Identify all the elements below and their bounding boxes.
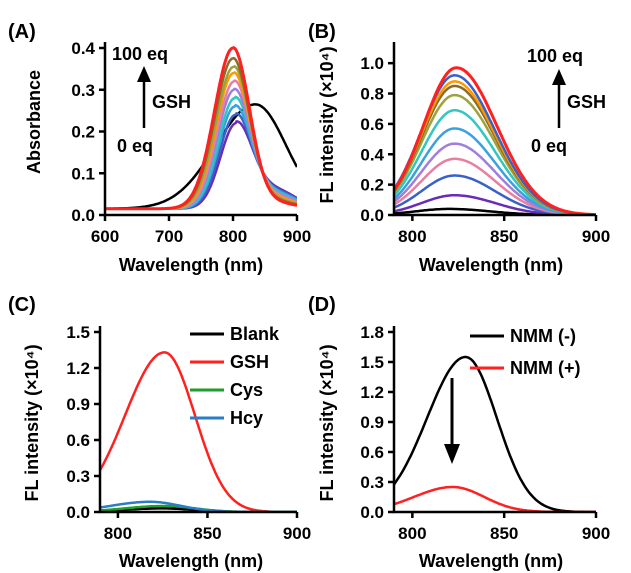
panel-d: (D) FL intensity (×10⁴) Wavelength (nm) … (308, 294, 610, 571)
series-line-c-1 (100, 351, 297, 512)
x-tick-label-b-1: 850 (490, 227, 518, 246)
y-tick-label-a-3: 0.3 (71, 81, 95, 100)
legend-label-c-2: Cys (230, 380, 263, 400)
y-axis-label-a: Absorbance (24, 70, 44, 174)
panel-b: (B) FL intensity (×10⁴) Wavelength (nm) … (308, 21, 610, 275)
x-axis-label-b: Wavelength (nm) (419, 255, 563, 275)
y-tick-label-d-0: 0.0 (360, 503, 384, 522)
y-tick-label-b-4: 0.8 (360, 85, 384, 104)
x-tick-label-d-1: 850 (490, 524, 518, 543)
annotation-middle-a: GSH (152, 92, 191, 112)
series-line-b-11 (394, 66, 596, 215)
annotation-a: 100 eq GSH 0 eq (112, 44, 191, 156)
annotation-bottom-b: 0 eq (531, 136, 567, 156)
y-tick-label-a-0: 0.0 (71, 206, 95, 225)
y-tick-label-b-3: 0.6 (360, 115, 384, 134)
x-tick-label-c-1: 850 (193, 524, 221, 543)
x-axis-label-a: Wavelength (nm) (119, 255, 263, 275)
panel-a: (A) Absorbance Wavelength (nm) 100 eq GS… (8, 21, 311, 275)
annotation-b: 100 eq GSH 0 eq (527, 46, 606, 156)
x-tick-label-c-2: 900 (283, 524, 311, 543)
y-tick-label-d-6: 1.8 (360, 323, 384, 342)
y-tick-label-a-4: 0.4 (71, 39, 95, 58)
panel-c: (C) FL intensity (×10⁴) Wavelength (nm) … (8, 294, 311, 571)
y-tick-label-a-2: 0.2 (71, 123, 95, 142)
annotation-top-a: 100 eq (112, 44, 168, 64)
panel-label-b: (B) (308, 21, 336, 43)
axes-d (392, 326, 596, 514)
legend-label-c-3: Hcy (230, 408, 263, 428)
x-tick-label-a-3: 900 (283, 227, 311, 246)
annotation-top-b: 100 eq (527, 46, 583, 66)
annotation-d (444, 378, 460, 464)
y-tick-label-d-4: 1.2 (360, 383, 384, 402)
annotation-arrowhead-b (552, 69, 566, 85)
y-tick-label-c-3: 0.9 (66, 395, 90, 414)
series-line-d-0 (394, 355, 596, 512)
y-tick-label-b-0: 0.0 (360, 206, 384, 225)
y-tick-label-c-5: 1.5 (66, 323, 90, 342)
x-tick-label-c-0: 800 (104, 524, 132, 543)
y-axis-label-d: FL intensity (×10⁴) (317, 344, 337, 501)
y-tick-label-d-5: 1.5 (360, 353, 384, 372)
legend-label-d-1: NMM (+) (510, 358, 581, 378)
legend-label-c-1: GSH (230, 352, 269, 372)
series-line-a-10 (105, 46, 297, 211)
legend-label-c-0: Blank (230, 324, 280, 344)
y-tick-label-a-1: 0.1 (71, 164, 95, 183)
y-tick-label-d-1: 0.3 (360, 473, 384, 492)
x-axis-label-d: Wavelength (nm) (419, 551, 563, 571)
panel-label-a: (A) (8, 21, 36, 43)
y-axis-label-b: FL intensity (×10⁴) (317, 46, 337, 203)
x-tick-label-b-0: 800 (398, 227, 426, 246)
series-line-c-3 (100, 500, 297, 512)
y-tick-label-c-4: 1.2 (66, 359, 90, 378)
panel-label-c: (C) (8, 294, 36, 316)
x-tick-label-d-2: 900 (582, 524, 610, 543)
y-tick-label-c-1: 0.3 (66, 467, 90, 486)
series-line-d-1 (394, 485, 596, 512)
y-tick-label-d-2: 0.6 (360, 443, 384, 462)
y-axis-label-c: FL intensity (×10⁴) (22, 344, 42, 501)
y-tick-label-b-2: 0.4 (360, 145, 384, 164)
panel-label-d: (D) (308, 294, 336, 316)
x-tick-label-a-0: 600 (91, 227, 119, 246)
x-tick-label-a-1: 700 (155, 227, 183, 246)
annotation-arrowhead-a (137, 66, 151, 82)
annotation-middle-b: GSH (567, 92, 606, 112)
legend-label-d-0: NMM (-) (510, 326, 576, 346)
annotation-bottom-a: 0 eq (117, 136, 153, 156)
y-tick-label-c-0: 0.0 (66, 503, 90, 522)
x-tick-label-b-2: 900 (582, 227, 610, 246)
y-tick-label-b-1: 0.2 (360, 176, 384, 195)
x-tick-label-a-2: 800 (219, 227, 247, 246)
x-axis-label-c: Wavelength (nm) (119, 551, 263, 571)
y-tick-label-d-3: 0.9 (360, 413, 384, 432)
x-tick-label-d-0: 800 (398, 524, 426, 543)
y-tick-label-b-5: 1.0 (360, 54, 384, 73)
annotation-arrowhead-d (444, 444, 460, 464)
y-tick-label-c-2: 0.6 (66, 431, 90, 450)
